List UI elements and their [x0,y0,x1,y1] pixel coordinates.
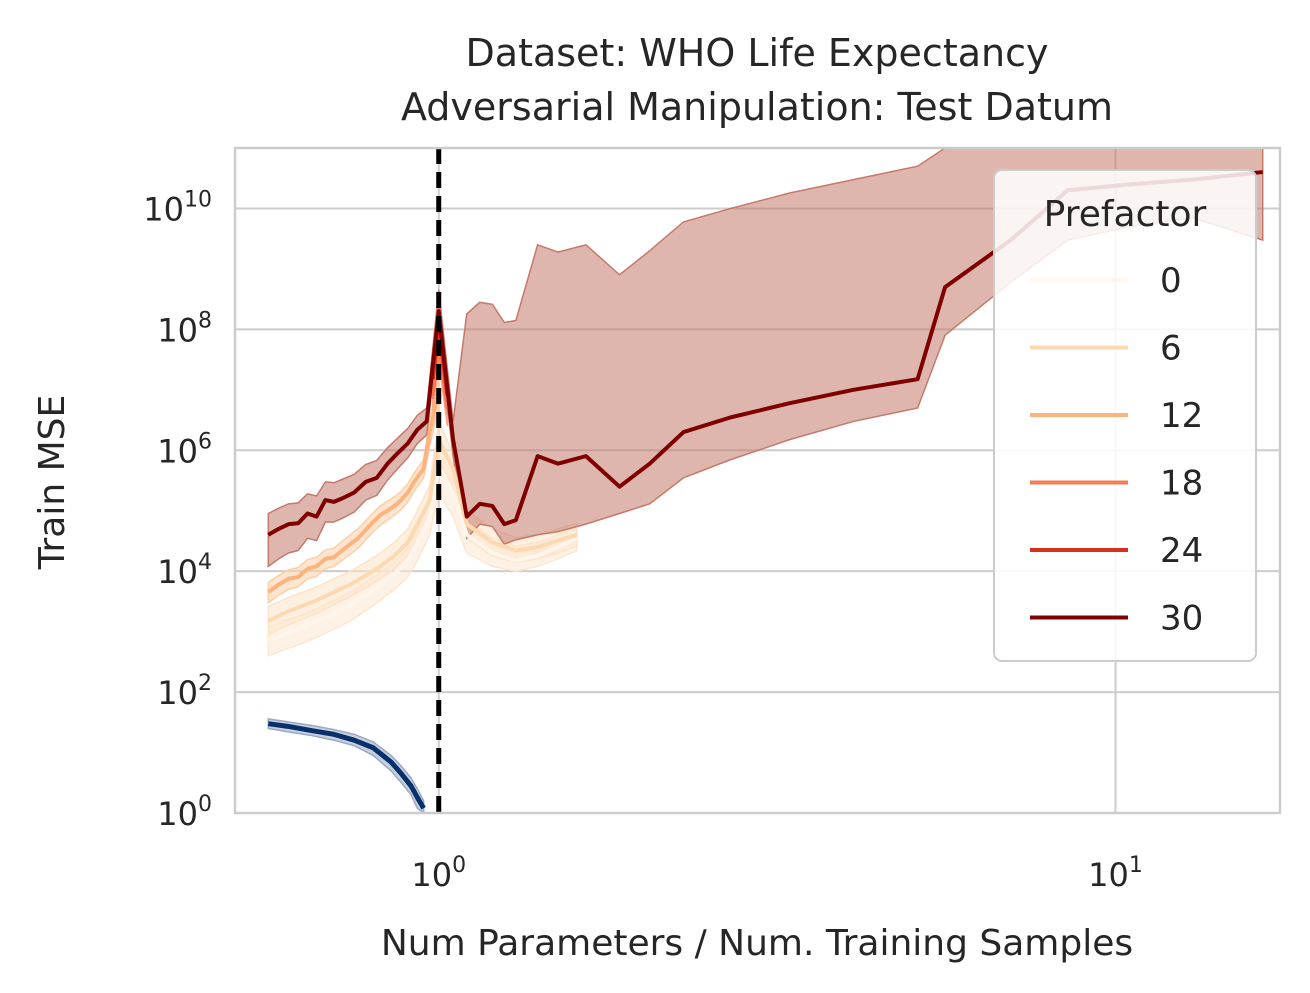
y-tick-label-3: 106 [157,429,212,470]
legend-label-6: 6 [1160,329,1182,369]
legend-label-24: 24 [1160,531,1203,571]
chart-title-line2: Adversarial Manipulation: Test Datum [401,85,1113,129]
plot-frame [233,146,1282,815]
y-tick-label-1: 102 [157,671,212,712]
legend-title: Prefactor [1044,194,1207,235]
series-12-line [267,389,441,594]
legend-label-30: 30 [1160,599,1203,639]
series-lines [267,170,1263,810]
x-tick-label-0: 100 [411,853,466,894]
y-tick-label-4: 108 [157,308,212,349]
legend-label-18: 18 [1160,464,1203,504]
x-tick-label-1: 101 [1088,853,1143,894]
x-axis-ticks: 100 101 [411,853,1143,894]
legend-items: 0 6 12 18 24 30 [1030,261,1203,639]
series-30-line [267,170,1263,537]
legend-label-12: 12 [1160,396,1203,436]
y-tick-label-5: 1010 [143,187,212,228]
test-series-line [267,721,426,810]
series-0-line [267,466,578,643]
chart-title-line1: Dataset: WHO Life Expectancy [466,31,1049,75]
y-tick-label-0: 100 [157,792,212,833]
series-6-band [267,418,578,636]
y-axis-ticks: 100 102 104 106 108 1010 [143,187,212,833]
y-tick-label-2: 104 [157,550,212,591]
legend: Prefactor 0 6 12 18 24 30 [993,169,1257,662]
y-axis-label: Train MSE [32,395,73,570]
x-axis-label: Num Parameters / Num. Training Samples [381,923,1133,964]
legend-label-0: 0 [1160,261,1182,301]
series-6-line [267,437,578,623]
